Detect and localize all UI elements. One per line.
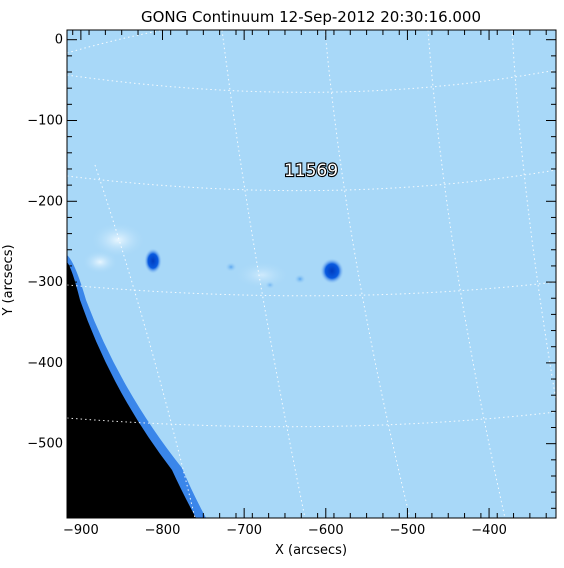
x-axis: −900 −800 −700 −600 −500 −400 (63, 30, 547, 538)
sunspot (225, 262, 237, 272)
sunspot (320, 258, 344, 284)
heliographic-grid (67, 30, 556, 518)
sunspot (265, 281, 275, 289)
space-background (67, 262, 196, 518)
x-tick-label: −800 (145, 523, 181, 538)
plot-frame (66, 29, 557, 519)
x-tick-label: −600 (308, 523, 344, 538)
y-tick-label: 0 (55, 33, 63, 48)
image-area: 11569 (67, 30, 556, 518)
x-tick-label: −500 (390, 523, 426, 538)
region-label: 11569 (284, 161, 338, 181)
x-tick-label: −700 (226, 523, 262, 538)
plage-region (82, 250, 118, 274)
plage-region (234, 261, 290, 289)
y-tick-label: −400 (27, 356, 63, 371)
x-tick-label: −400 (471, 523, 507, 538)
sunspot (294, 274, 306, 284)
y-tick-label: −300 (27, 275, 63, 290)
y-tick-label: −200 (27, 194, 63, 209)
figure-title: GONG Continuum 12-Sep-2012 20:30:16.000 (141, 8, 481, 26)
y-axis: 0 −100 −200 −300 −400 −500 (27, 33, 556, 509)
y-axis-label: Y (arcsecs) (1, 244, 16, 316)
y-tick-label: −100 (27, 113, 63, 128)
x-tick-label: −900 (63, 523, 99, 538)
plage-region (90, 222, 146, 258)
x-axis-label: X (arcsecs) (275, 543, 347, 558)
sunspot (144, 248, 162, 274)
y-tick-label: −500 (27, 437, 63, 452)
